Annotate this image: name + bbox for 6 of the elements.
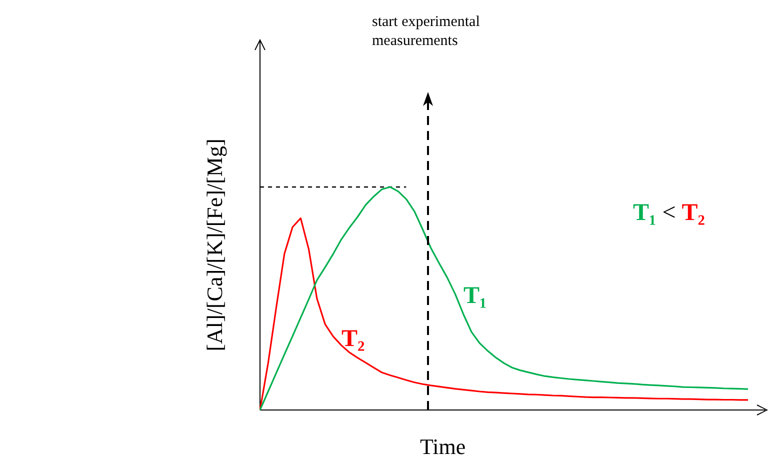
x-axis-title: Time	[420, 434, 466, 460]
y-axis-title: [Al]/[Ca]/[K]/[Fe]/[Mg]	[202, 138, 228, 352]
text: start experimental measurements	[372, 13, 481, 51]
annotation: T₁ < T₂	[633, 200, 705, 226]
series-label: T₁	[463, 283, 487, 310]
series-label: T₂	[341, 326, 365, 353]
